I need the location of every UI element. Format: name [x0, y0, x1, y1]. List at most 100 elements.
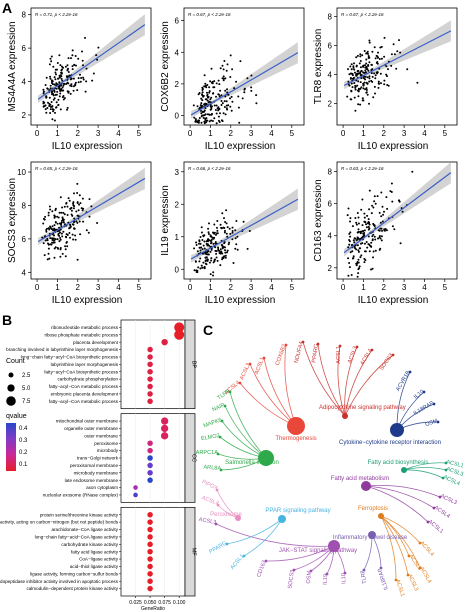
data-point [59, 89, 62, 92]
data-point [232, 262, 235, 264]
x-tick-label: 1 [361, 129, 366, 138]
data-point [42, 92, 45, 95]
data-point [237, 106, 240, 109]
gene-node [218, 435, 222, 439]
data-point [206, 253, 209, 256]
data-point [385, 229, 388, 232]
data-point [77, 57, 80, 60]
data-point [201, 239, 204, 241]
gene-label: ELMO2 [201, 433, 221, 442]
data-point [214, 241, 217, 243]
dot [147, 578, 153, 584]
dot [147, 519, 153, 525]
stat-label: R = 0.66, p < 2.2e-16 [188, 166, 231, 171]
data-point [374, 77, 377, 80]
dot [147, 346, 153, 353]
data-point [250, 89, 253, 92]
data-point [357, 249, 360, 252]
data-point [47, 247, 50, 250]
facet-label: MF [191, 548, 197, 557]
term-label: carbohydrate kinase activity [61, 542, 118, 547]
data-point [368, 77, 371, 80]
dot [147, 368, 153, 375]
edge [380, 515, 397, 581]
data-point [365, 52, 368, 55]
data-point [208, 222, 210, 225]
data-point [383, 79, 386, 82]
data-point [220, 100, 223, 102]
data-point [398, 39, 400, 42]
data-point [236, 235, 239, 238]
data-point [60, 232, 63, 235]
data-point [371, 235, 374, 238]
data-point [53, 256, 56, 259]
gene-node [219, 468, 223, 472]
data-point [355, 221, 358, 224]
data-point [234, 229, 237, 232]
data-point [354, 88, 357, 91]
data-point [357, 70, 359, 72]
data-point [57, 103, 60, 106]
hub-node [390, 423, 404, 437]
dot [147, 511, 153, 518]
pathway-label: Inflammatory bowel disease [333, 535, 408, 541]
gene-label: ACSL4 [360, 348, 374, 366]
term-label: CoA−ligase activity [79, 557, 119, 562]
data-point [242, 220, 245, 223]
pathway-label: Salmonella infection [225, 460, 279, 466]
x-tick-label: 1 [361, 283, 366, 292]
fit-line [190, 198, 299, 260]
y-tick-label: 3 [175, 168, 180, 177]
data-point [64, 235, 67, 238]
data-point [51, 82, 53, 85]
data-point [68, 199, 71, 202]
data-point [71, 49, 74, 52]
gene-node [220, 419, 224, 423]
data-point [350, 98, 353, 101]
data-point [399, 51, 402, 54]
gene-label: ARL8A [203, 464, 221, 472]
data-point [221, 258, 224, 261]
data-point [84, 90, 87, 93]
term-label: peroxisomal membrane [70, 463, 118, 468]
data-point [376, 71, 379, 74]
data-point [69, 92, 72, 95]
scatter-cd163: R = 0.63, p < 2.2e-16 0 1 2 3 4 5 2 4 6 8 IL10 expr… [313, 161, 458, 306]
y-tick-label: 8 [328, 13, 333, 22]
pathway-label: Peroxisome [210, 512, 242, 518]
data-point [62, 89, 65, 92]
data-point [214, 246, 217, 249]
edge [403, 469, 444, 479]
hub-node [368, 531, 376, 539]
hub-node [287, 417, 305, 435]
dot [147, 585, 153, 592]
data-point [42, 90, 45, 93]
data-point [51, 105, 53, 108]
data-point [41, 236, 44, 239]
data-point [349, 77, 352, 79]
data-point [255, 94, 258, 97]
gene-node [325, 572, 329, 576]
data-point [380, 235, 383, 238]
facet-strip [184, 506, 196, 597]
gene-label: CD163 [256, 560, 268, 578]
data-point [361, 224, 364, 227]
hub-node [235, 515, 241, 521]
term-label: embryonic placenta development [51, 391, 119, 396]
data-point [401, 210, 404, 213]
data-point [44, 239, 47, 242]
data-point [365, 91, 368, 94]
data-point [353, 68, 356, 71]
data-point [367, 57, 370, 59]
data-point [61, 65, 63, 68]
data-point [56, 215, 59, 218]
data-point [374, 202, 377, 205]
fit-line [37, 177, 146, 243]
data-point [207, 227, 210, 230]
dot [147, 447, 153, 454]
data-point [379, 46, 382, 49]
data-point [47, 242, 49, 245]
x-tick-label: 0.100 [173, 600, 186, 606]
data-point [55, 101, 58, 104]
data-point [381, 220, 384, 223]
